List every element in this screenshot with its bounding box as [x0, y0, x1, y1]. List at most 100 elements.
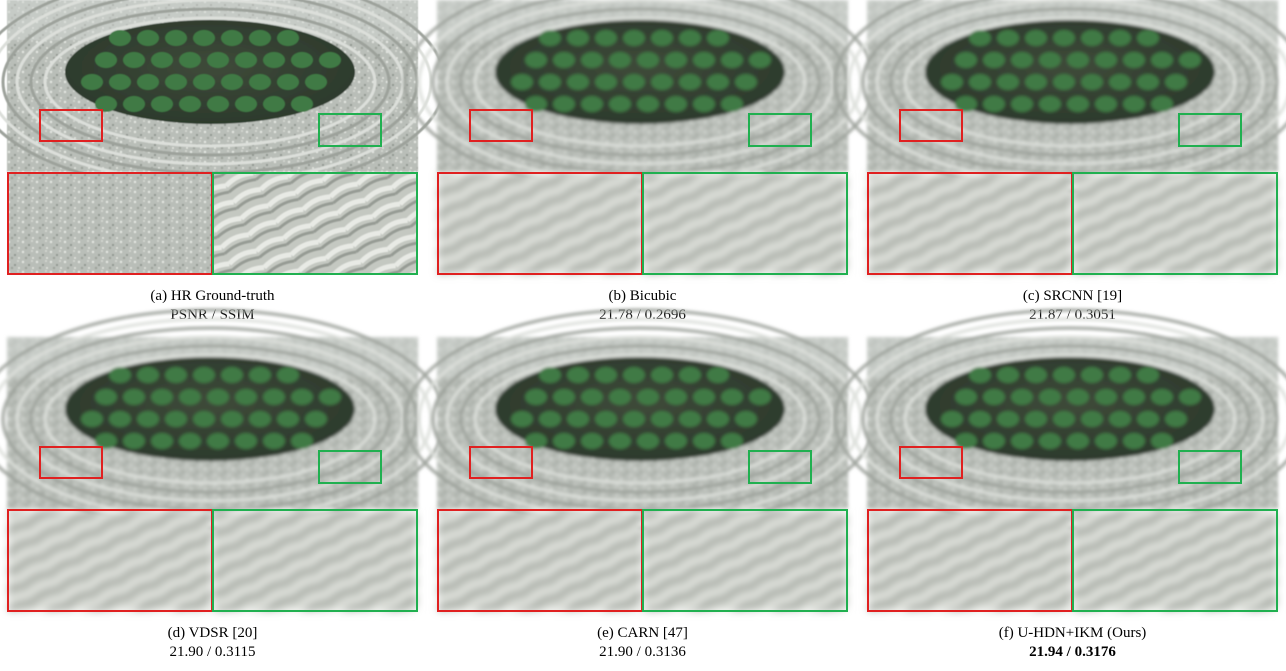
moss-clump [221, 367, 243, 383]
moss-clump [109, 411, 131, 427]
moss-clump [1137, 411, 1159, 427]
moss-clump [637, 96, 659, 112]
green-zoom [643, 173, 847, 274]
moss-clump [665, 433, 687, 449]
moss-clump [235, 389, 257, 405]
moss-clump [679, 74, 701, 90]
moss-clump [235, 52, 257, 68]
moss-clump [1081, 411, 1103, 427]
moss-clump [1179, 389, 1201, 405]
moss-clump [179, 433, 201, 449]
moss-clump [721, 52, 743, 68]
main-image [405, 0, 875, 191]
moss-clump [249, 367, 271, 383]
moss-clump [151, 52, 173, 68]
moss-clump [291, 52, 313, 68]
panel: (b) Bicubic21.78 / 0.2696 [405, 0, 875, 323]
moss-clump [1109, 74, 1131, 90]
moss-clump [151, 96, 173, 112]
moss-clump [707, 367, 729, 383]
moss-clump [1025, 411, 1047, 427]
moss-clump [81, 74, 103, 90]
moss-clump [263, 433, 285, 449]
moss-clump [693, 389, 715, 405]
moss-clump [123, 389, 145, 405]
moss-clump [1137, 367, 1159, 383]
moss-clump [1151, 52, 1173, 68]
moss-clump [305, 74, 327, 90]
panel: (f) U-HDN+IKM (Ours)21.94 / 0.3176 [835, 310, 1286, 660]
moss-clump [651, 367, 673, 383]
moss-clump [151, 389, 173, 405]
moss-clump [1109, 411, 1131, 427]
moss-clump [735, 74, 757, 90]
main-image [835, 310, 1286, 528]
moss-clump [165, 411, 187, 427]
moss-clump [151, 433, 173, 449]
moss-clump [623, 74, 645, 90]
moss-clump [539, 30, 561, 46]
moss-clump [553, 433, 575, 449]
moss-clump [595, 30, 617, 46]
moss-clump [553, 52, 575, 68]
moss-clump [665, 52, 687, 68]
panel-label: (c) SRCNN [19] [1023, 288, 1122, 304]
moss-clump [983, 52, 1005, 68]
moss-clump [651, 30, 673, 46]
moss-clump [1025, 367, 1047, 383]
moss-clump [637, 52, 659, 68]
green-zoom [213, 173, 417, 274]
moss-clump [1081, 30, 1103, 46]
moss-clump [1025, 74, 1047, 90]
moss-clump [679, 411, 701, 427]
moss-clump [95, 389, 117, 405]
moss-clump [969, 367, 991, 383]
moss-clump [997, 74, 1019, 90]
moss-clump [1067, 389, 1089, 405]
red-zoom [438, 510, 642, 611]
moss-clump [1011, 96, 1033, 112]
moss-clump [1053, 411, 1075, 427]
moss-clump [749, 52, 771, 68]
green-zoom [213, 510, 417, 611]
moss-clump [123, 433, 145, 449]
moss-clump [319, 389, 341, 405]
moss-clump [553, 389, 575, 405]
moss-clump [1095, 433, 1117, 449]
moss-clump [1039, 52, 1061, 68]
moss-clump [1151, 96, 1173, 112]
moss-clump [277, 411, 299, 427]
panel: (e) CARN [47]21.90 / 0.3136 [405, 310, 875, 660]
moss-clump [983, 433, 1005, 449]
moss-clump [651, 74, 673, 90]
moss-clump [539, 367, 561, 383]
moss-clump [721, 433, 743, 449]
moss-clump [997, 30, 1019, 46]
moss-clump [1151, 433, 1173, 449]
moss-clump [637, 389, 659, 405]
moss-clump [539, 411, 561, 427]
moss-clump [1095, 389, 1117, 405]
moss-clump [1067, 96, 1089, 112]
moss-clump [193, 411, 215, 427]
moss-clump [567, 411, 589, 427]
moss-clump [1039, 389, 1061, 405]
moss-clump [997, 367, 1019, 383]
page: {"figure": {"panels": [ {"label": "(a) H… [0, 0, 1286, 671]
moss-clump [1137, 74, 1159, 90]
moss-clump [137, 411, 159, 427]
moss-clump [1053, 30, 1075, 46]
moss-clump [263, 96, 285, 112]
moss-clump [623, 30, 645, 46]
moss-clump [319, 52, 341, 68]
panel: (d) VDSR [20]21.90 / 0.3115 [0, 310, 445, 660]
moss-clump [581, 433, 603, 449]
moss-clump [109, 30, 131, 46]
moss-clump [1165, 411, 1187, 427]
moss-clump [109, 74, 131, 90]
moss-clump [277, 367, 299, 383]
panel-label: (f) U-HDN+IKM (Ours) [999, 625, 1147, 641]
moss-clump [179, 389, 201, 405]
moss-clump [1123, 389, 1145, 405]
moss-clump [207, 433, 229, 449]
